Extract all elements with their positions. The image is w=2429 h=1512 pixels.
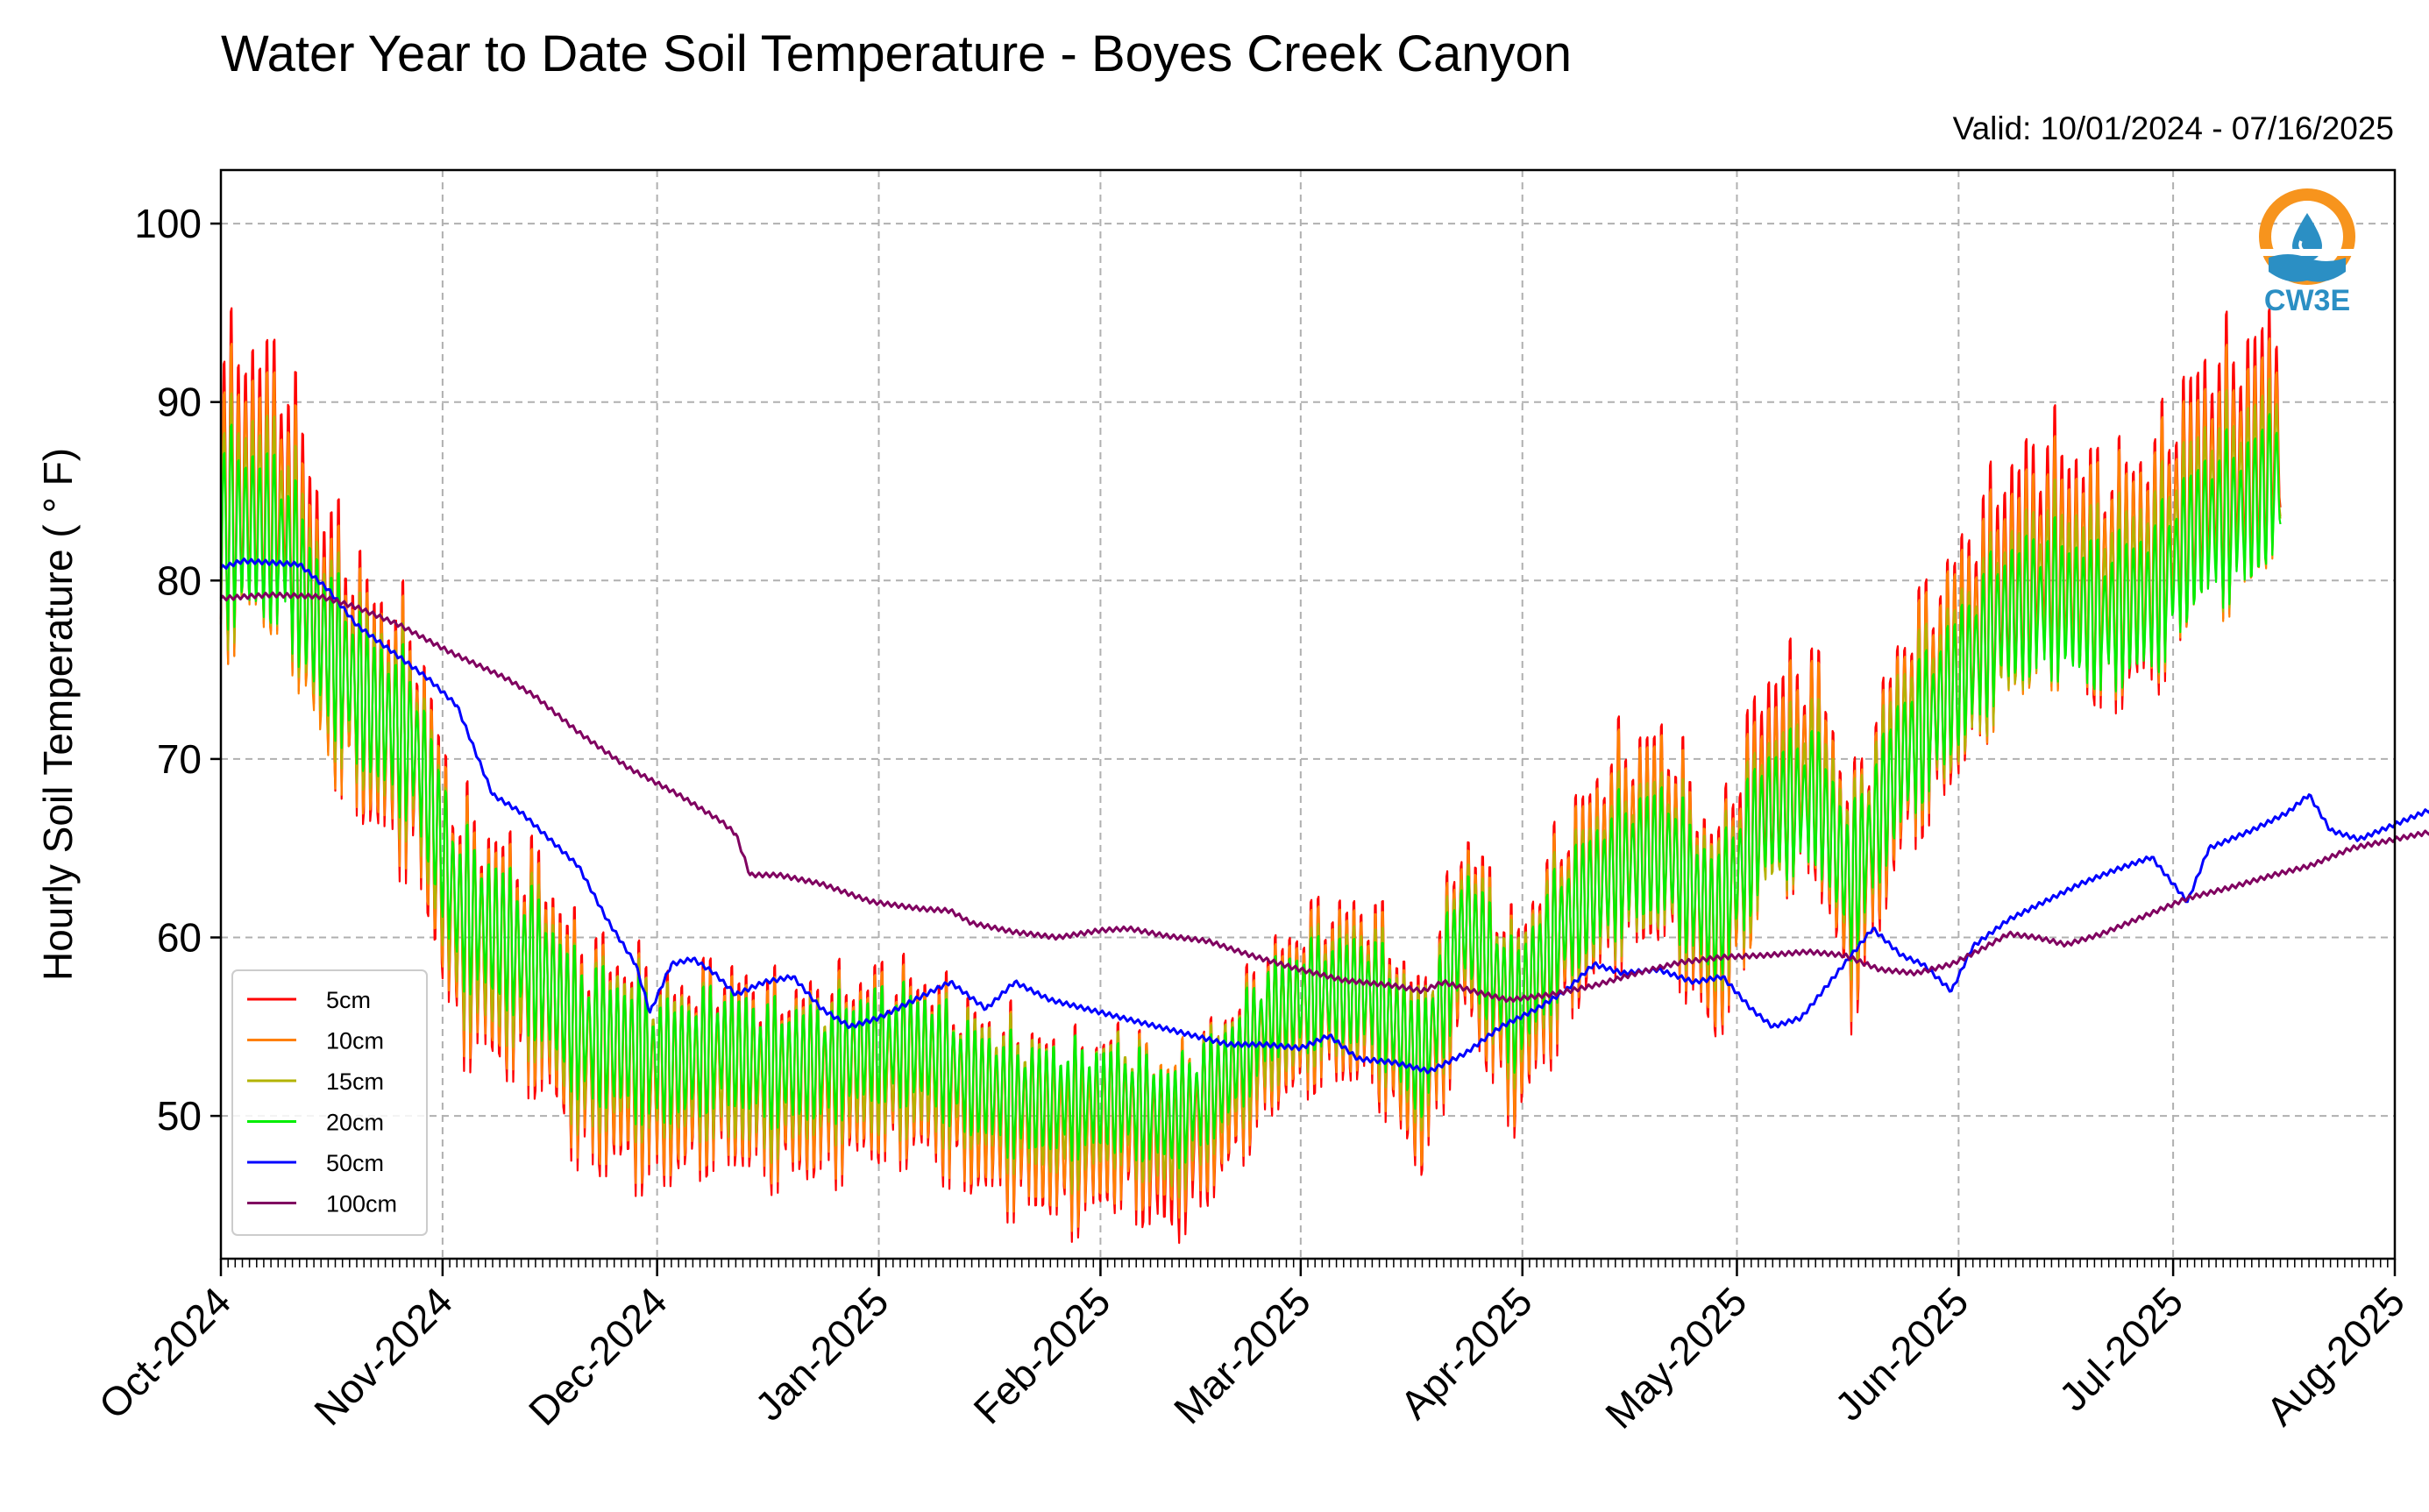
x-tick-label: Jan-2025 <box>746 1278 897 1429</box>
series-line-100cm <box>219 591 2429 1004</box>
y-tick-label: 80 <box>157 557 202 603</box>
x-tick-label: Oct-2024 <box>90 1278 240 1428</box>
x-tick-label: Nov-2024 <box>305 1278 461 1434</box>
wave-icon <box>2269 254 2346 282</box>
legend-label-10cm: 10cm <box>326 1028 384 1054</box>
y-tick-label: 60 <box>157 915 202 961</box>
x-tick-label: May-2025 <box>1596 1278 1755 1437</box>
cw3e-logo: CW3E <box>2258 188 2356 317</box>
valid-date-range: Valid: 10/01/2024 - 07/16/2025 <box>1952 110 2394 146</box>
legend-frame <box>231 969 428 1236</box>
x-tick-label: Apr-2025 <box>1391 1278 1541 1428</box>
logo-text: CW3E <box>2264 284 2350 317</box>
legend: 5cm 10cm 15cm 20cm 50cm 100cm <box>231 969 428 1236</box>
x-tick-label: Dec-2024 <box>520 1278 676 1434</box>
x-minor-ticks <box>220 1259 2396 1267</box>
y-tick-label: 70 <box>157 736 202 782</box>
series-line-15cm <box>219 377 2282 1199</box>
y-tick-label: 90 <box>157 380 202 425</box>
y-axis-label: Hourly Soil Temperature ( ° F) <box>35 448 81 981</box>
chart-title: Water Year to Date Soil Temperature - Bo… <box>221 25 1572 82</box>
series-line-20cm <box>219 413 2282 1169</box>
x-tick-label: Jul-2025 <box>2050 1278 2192 1420</box>
x-tick-label: Aug-2025 <box>2257 1278 2413 1434</box>
series-lines <box>219 307 2429 1245</box>
series-line-50cm <box>219 557 2429 1075</box>
legend-label-5cm: 5cm <box>326 987 371 1013</box>
y-tick-label: 50 <box>157 1093 202 1139</box>
x-tick-label: Feb-2025 <box>964 1278 1119 1432</box>
y-tick-label: 100 <box>134 201 202 246</box>
legend-label-15cm: 15cm <box>326 1068 384 1095</box>
axis-ticks: 50 60 70 80 90 100 Oct-2024 Nov-2024 Dec-2024 Jan… <box>90 201 2414 1437</box>
legend-label-100cm: 100cm <box>326 1191 397 1217</box>
series-line-10cm <box>219 337 2282 1232</box>
x-tick-label: Mar-2025 <box>1165 1278 1319 1432</box>
legend-label-20cm: 20cm <box>326 1110 384 1136</box>
x-tick-label: Jun-2025 <box>1826 1278 1977 1429</box>
legend-label-50cm: 50cm <box>326 1150 384 1176</box>
